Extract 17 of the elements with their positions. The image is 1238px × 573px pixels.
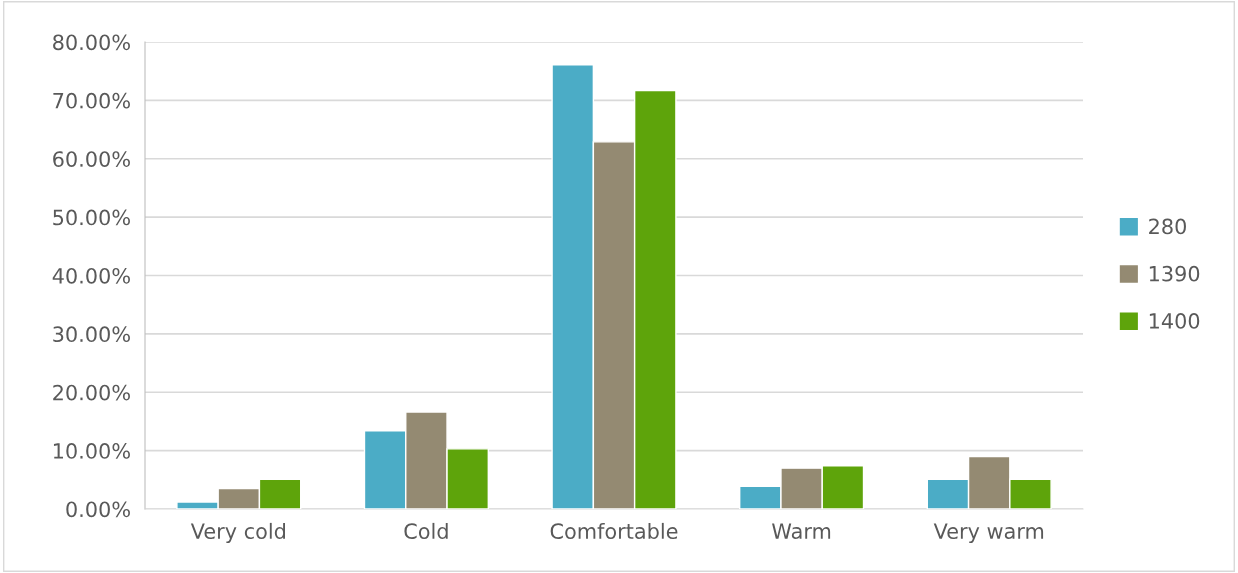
- x-tick-label: Warm: [772, 523, 831, 540]
- y-tick-label: 70.00%: [53, 92, 130, 109]
- x-tick-label: Comfortable: [550, 522, 678, 540]
- y-tick-label: 10.00%: [53, 443, 130, 459]
- legend-label: 280: [1149, 218, 1186, 235]
- y-tick-label: 20.00%: [53, 384, 130, 401]
- legend-label: 1400: [1149, 313, 1200, 329]
- x-tick-label: Very cold: [190, 522, 285, 544]
- y-tick-label: 0.00%: [66, 501, 130, 518]
- y-tick-label: 50.00%: [53, 209, 130, 226]
- y-tick-label: 80.00%: [53, 34, 130, 51]
- x-tick-label: Cold: [404, 522, 448, 540]
- y-tick-label: 30.00%: [53, 326, 130, 343]
- y-tick-label: 60.00%: [53, 151, 130, 167]
- y-tick-label: 40.00%: [52, 267, 130, 284]
- legend-label: 1390: [1149, 265, 1200, 282]
- x-tick-label: Very warm: [933, 523, 1044, 544]
